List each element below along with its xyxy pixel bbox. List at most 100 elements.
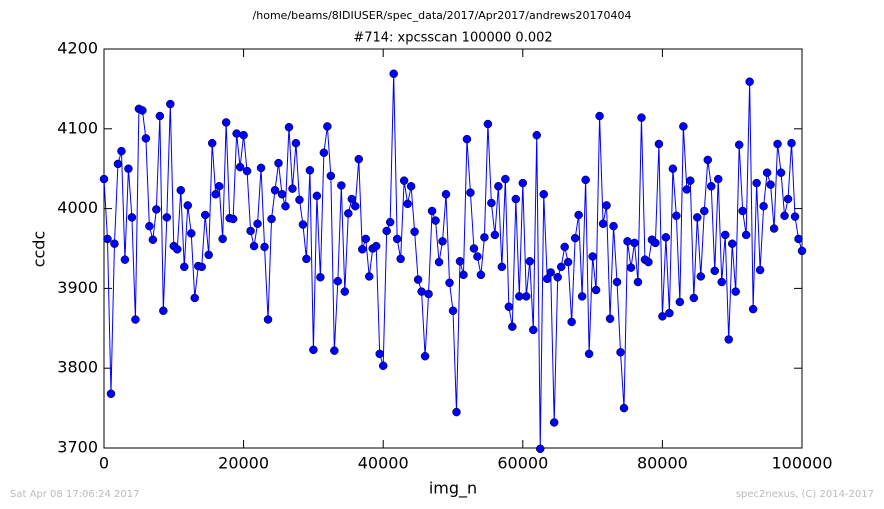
data-point xyxy=(665,308,674,318)
data-point xyxy=(351,201,360,211)
data-point xyxy=(131,315,140,324)
data-point xyxy=(766,180,775,189)
data-point xyxy=(546,268,555,277)
data-point xyxy=(396,254,405,264)
data-point xyxy=(434,257,444,267)
data-point xyxy=(326,171,336,181)
data-point xyxy=(727,239,737,248)
data-point xyxy=(295,195,304,205)
data-point xyxy=(731,287,740,296)
data-point xyxy=(253,219,262,229)
data-point xyxy=(612,277,622,287)
y-tick-label: 4100 xyxy=(57,118,98,137)
data-point xyxy=(221,118,231,127)
data-point xyxy=(197,262,206,272)
data-point xyxy=(249,241,259,251)
data-point xyxy=(330,346,339,355)
data-point xyxy=(316,272,325,282)
data-point xyxy=(323,122,332,131)
data-point xyxy=(399,176,409,185)
data-point xyxy=(769,224,779,233)
data-line xyxy=(103,73,803,449)
data-point xyxy=(260,242,269,252)
data-point xyxy=(539,189,548,199)
data-point xyxy=(556,262,566,272)
data-point xyxy=(563,257,573,267)
data-point xyxy=(536,444,545,453)
data-point xyxy=(602,201,611,210)
data-point xyxy=(487,198,496,208)
data-point xyxy=(703,155,713,165)
data-point xyxy=(483,119,493,129)
data-point xyxy=(790,212,800,221)
data-point xyxy=(124,164,133,173)
data-point xyxy=(466,188,475,197)
data-point xyxy=(291,138,301,148)
data-point xyxy=(319,148,329,157)
data-point xyxy=(497,262,507,272)
data-point xyxy=(689,293,699,303)
data-point xyxy=(263,315,273,324)
data-point xyxy=(661,233,671,242)
data-point xyxy=(403,199,412,209)
data-point xyxy=(410,227,419,236)
data-point xyxy=(246,226,255,236)
x-tick-label: 60000 xyxy=(497,454,548,473)
data-point xyxy=(441,189,451,199)
data-point xyxy=(598,219,608,229)
data-point xyxy=(180,262,189,272)
data-point xyxy=(103,234,112,244)
x-tick-label: 0 xyxy=(99,454,109,473)
data-point xyxy=(218,234,227,244)
data-point xyxy=(693,213,702,222)
data-point xyxy=(141,134,151,143)
data-point xyxy=(162,213,172,222)
data-point xyxy=(532,130,542,140)
data-point xyxy=(553,272,562,282)
y-tick-label: 3700 xyxy=(57,438,98,457)
suptitle: /home/beams/8IDIUSER/spec_data/2017/Apr2… xyxy=(253,9,632,22)
data-point xyxy=(148,235,158,244)
data-point xyxy=(637,113,646,122)
data-point xyxy=(309,345,318,355)
data-point xyxy=(358,245,367,254)
data-point xyxy=(298,220,308,229)
data-point xyxy=(424,289,433,299)
footer-right: spec2nexus, (C) 2014-2017 xyxy=(736,489,874,500)
data-point xyxy=(752,178,761,188)
data-point xyxy=(190,293,199,303)
data-point xyxy=(508,322,517,331)
data-point xyxy=(724,335,733,344)
data-point xyxy=(274,158,283,168)
data-point xyxy=(364,272,374,281)
data-point xyxy=(371,241,381,251)
data-point xyxy=(473,252,482,261)
data-point xyxy=(242,166,252,176)
data-point xyxy=(204,250,213,260)
y-tick-label: 4200 xyxy=(57,39,98,58)
data-point xyxy=(574,210,583,220)
x-axis-label: img_n xyxy=(429,479,477,499)
data-point xyxy=(239,130,248,140)
data-point xyxy=(654,139,664,149)
data-point xyxy=(200,210,210,220)
data-point xyxy=(256,163,266,173)
data-point xyxy=(288,184,297,193)
data-point xyxy=(720,230,730,240)
data-point xyxy=(312,191,322,201)
data-point xyxy=(389,69,398,78)
data-point xyxy=(759,201,768,211)
data-point xyxy=(302,254,311,264)
data-point xyxy=(378,361,388,371)
data-point xyxy=(110,239,119,248)
data-point xyxy=(707,182,716,191)
data-point xyxy=(267,214,276,224)
data-point xyxy=(577,292,587,301)
data-point xyxy=(787,138,796,148)
data-point xyxy=(340,287,350,296)
chart-title: #714: xpcsscan 100000 0.002 xyxy=(353,31,552,46)
data-point xyxy=(700,206,709,216)
data-point xyxy=(113,159,123,169)
data-point xyxy=(679,122,688,131)
